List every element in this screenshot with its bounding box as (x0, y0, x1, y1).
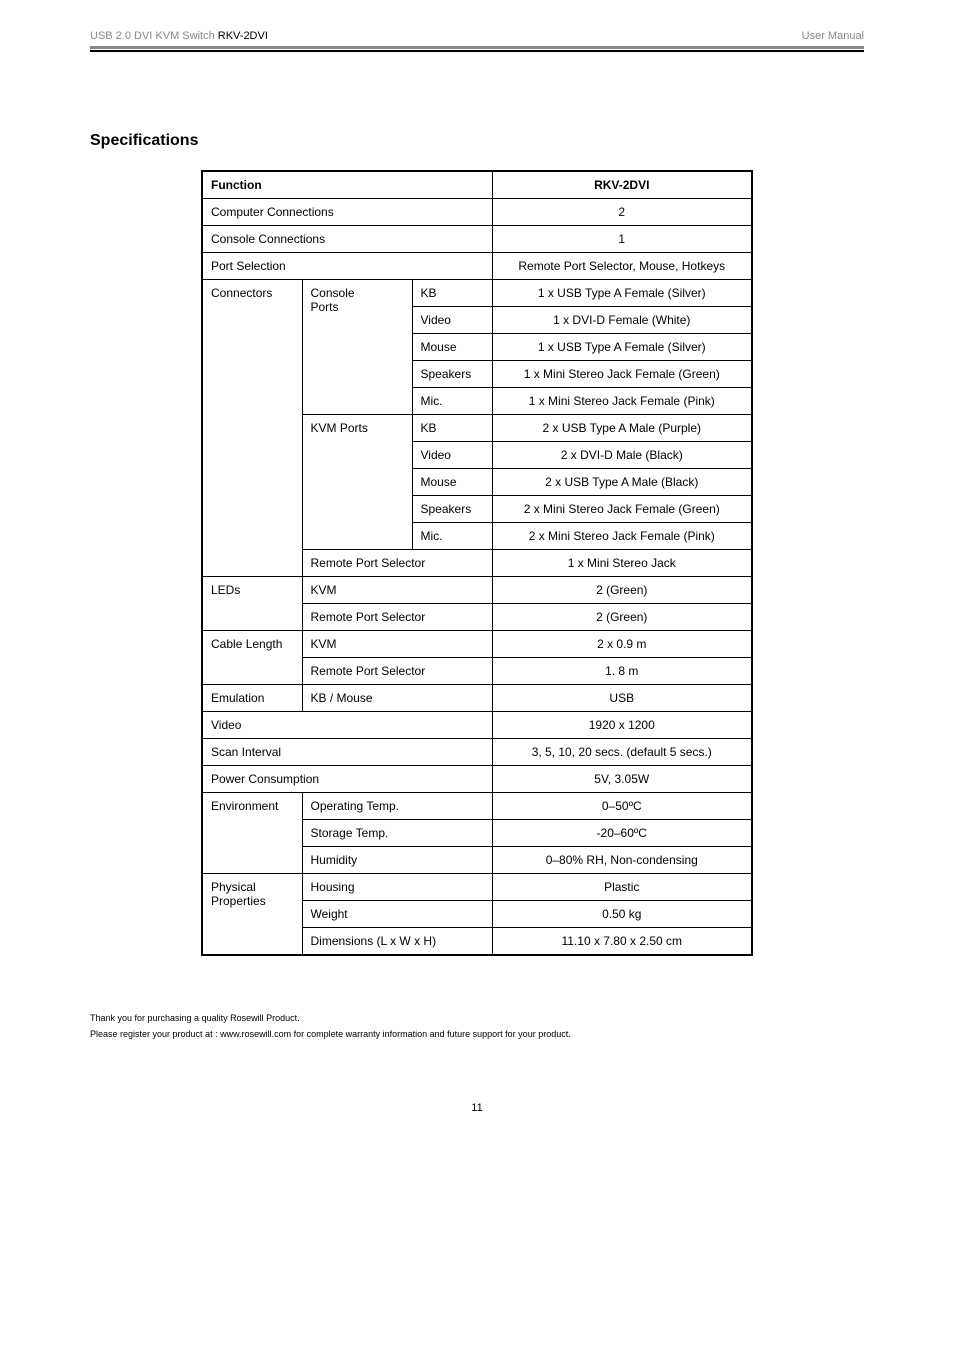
row-value: 1 x Mini Stereo Jack (492, 550, 752, 577)
row-sublabel: Dimensions (L x W x H) (302, 928, 492, 956)
row-sublabel: Mic. (412, 388, 492, 415)
header-left-prefix: USB 2.0 DVI KVM Switch (90, 30, 218, 42)
page-header: USB 2.0 DVI KVM Switch RKV-2DVI User Man… (90, 0, 864, 42)
row-value: 2 x Mini Stereo Jack Female (Green) (492, 496, 752, 523)
row-sublabel: ConsolePorts (302, 280, 412, 415)
table-header-function: Function (202, 171, 492, 199)
row-sublabel: Humidity (302, 847, 492, 874)
row-label: Environment (202, 793, 302, 874)
row-value: 3, 5, 10, 20 secs. (default 5 secs.) (492, 739, 752, 766)
row-value: 1 (492, 226, 752, 253)
row-value: 2 x Mini Stereo Jack Female (Pink) (492, 523, 752, 550)
row-sublabel: Speakers (412, 496, 492, 523)
row-label: Video (202, 712, 492, 739)
row-value: USB (492, 685, 752, 712)
row-sublabel: Video (412, 442, 492, 469)
row-value: 0.50 kg (492, 901, 752, 928)
row-value: 1920 x 1200 (492, 712, 752, 739)
row-sublabel: KVM (302, 631, 492, 658)
row-value: Plastic (492, 874, 752, 901)
row-value: 1. 8 m (492, 658, 752, 685)
row-value: 2 x 0.9 m (492, 631, 752, 658)
row-sublabel: Mouse (412, 334, 492, 361)
row-value: 2 x USB Type A Male (Purple) (492, 415, 752, 442)
row-sublabel: Remote Port Selector (302, 604, 492, 631)
console-ports-label: ConsolePorts (311, 286, 355, 314)
row-sublabel: Mouse (412, 469, 492, 496)
footer-line2: Please register your product at : www.ro… (90, 1026, 864, 1042)
page-number: 11 (0, 1102, 954, 1114)
row-label: Port Selection (202, 253, 492, 280)
row-sublabel: Operating Temp. (302, 793, 492, 820)
row-sublabel: Remote Port Selector (302, 550, 492, 577)
footer-text: Thank you for purchasing a quality Rosew… (90, 1010, 864, 1042)
row-sublabel: KB (412, 280, 492, 307)
row-value: 1 x USB Type A Female (Silver) (492, 334, 752, 361)
row-sublabel: Housing (302, 874, 492, 901)
row-label: Cable Length (202, 631, 302, 685)
row-sublabel: KB / Mouse (302, 685, 492, 712)
footer-line1: Thank you for purchasing a quality Rosew… (90, 1010, 864, 1026)
row-value: 2 (Green) (492, 604, 752, 631)
row-value: 11.10 x 7.80 x 2.50 cm (492, 928, 752, 956)
row-label: Console Connections (202, 226, 492, 253)
row-value: Remote Port Selector, Mouse, Hotkeys (492, 253, 752, 280)
row-sublabel: Video (412, 307, 492, 334)
row-sublabel: Weight (302, 901, 492, 928)
row-label: Connectors (202, 280, 302, 577)
row-value: 1 x USB Type A Female (Silver) (492, 280, 752, 307)
row-value: 5V, 3.05W (492, 766, 752, 793)
table-header-model: RKV-2DVI (492, 171, 752, 199)
row-value: 2 x USB Type A Male (Black) (492, 469, 752, 496)
row-value: 0–80% RH, Non-condensing (492, 847, 752, 874)
row-label: Emulation (202, 685, 302, 712)
row-sublabel: Speakers (412, 361, 492, 388)
row-value: 1 x Mini Stereo Jack Female (Pink) (492, 388, 752, 415)
header-model: RKV-2DVI (218, 30, 268, 42)
row-sublabel: Mic. (412, 523, 492, 550)
header-left: USB 2.0 DVI KVM Switch RKV-2DVI (90, 30, 268, 42)
row-label: Computer Connections (202, 199, 492, 226)
row-sublabel: KVM (302, 577, 492, 604)
row-label: Power Consumption (202, 766, 492, 793)
row-value: 2 (Green) (492, 577, 752, 604)
row-value: -20–60ºC (492, 820, 752, 847)
row-label: PhysicalProperties (202, 874, 302, 956)
row-value: 2 x DVI-D Male (Black) (492, 442, 752, 469)
row-sublabel: KB (412, 415, 492, 442)
row-label: Scan Interval (202, 739, 492, 766)
row-value: 1 x DVI-D Female (White) (492, 307, 752, 334)
header-right: User Manual (802, 30, 864, 42)
row-sublabel: Remote Port Selector (302, 658, 492, 685)
row-label: LEDs (202, 577, 302, 631)
row-sublabel: Storage Temp. (302, 820, 492, 847)
row-value: 2 (492, 199, 752, 226)
row-value: 0–50ºC (492, 793, 752, 820)
specifications-table: Function RKV-2DVI Computer Connections 2… (201, 170, 753, 956)
row-sublabel: KVM Ports (302, 415, 412, 550)
row-value: 1 x Mini Stereo Jack Female (Green) (492, 361, 752, 388)
section-title: Specifications (90, 132, 864, 150)
